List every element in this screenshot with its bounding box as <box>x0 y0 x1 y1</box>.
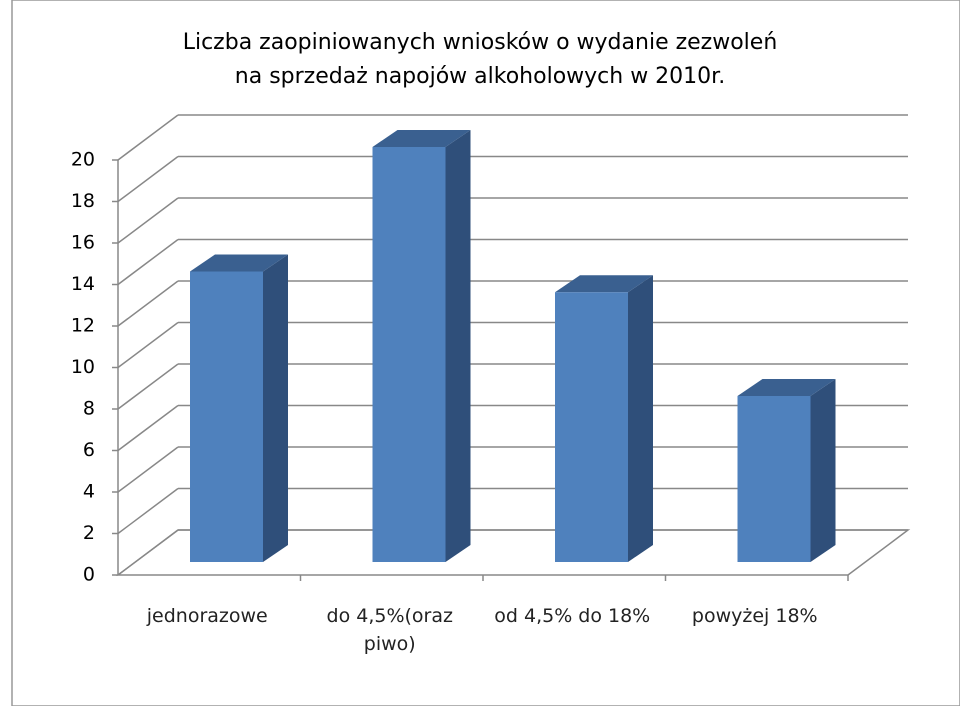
bar-top <box>737 379 836 396</box>
y-tick-label: 10 <box>71 356 95 378</box>
bar <box>372 147 446 562</box>
x-tick-label: jednorazowe <box>146 605 268 627</box>
bar <box>190 271 263 562</box>
x-tick-label: od 4,5% do 18% <box>494 605 651 627</box>
bar-side <box>445 130 471 562</box>
bar-top <box>372 130 471 147</box>
y-tick-label: 2 <box>83 522 95 544</box>
y-tick-label: 12 <box>71 315 95 337</box>
grid-line <box>117 197 179 244</box>
grid-line <box>117 114 179 161</box>
grid-line <box>117 280 179 327</box>
frame <box>11 0 960 706</box>
grid-line <box>117 155 179 203</box>
bar <box>737 396 811 562</box>
grid-line <box>117 446 179 493</box>
grid-line <box>117 487 179 535</box>
y-tick-label: 18 <box>71 190 95 212</box>
y-tick-label: 8 <box>83 398 95 420</box>
y-tick-label: 20 <box>71 149 95 171</box>
y-tick-label: 0 <box>83 564 95 586</box>
grid-line <box>117 363 179 410</box>
bar-side <box>263 254 288 562</box>
grid-line <box>117 404 179 452</box>
grid-line <box>117 529 179 576</box>
x-tick-label: powyżej 18% <box>691 605 818 627</box>
bar <box>555 292 628 562</box>
grid-line <box>117 238 179 286</box>
chart-title: Liczba zaopiniowanych wniosków o wydanie… <box>182 30 778 89</box>
bar-top <box>190 254 288 272</box>
y-tick-label: 16 <box>71 232 95 254</box>
bar-top <box>555 275 653 293</box>
y-tick-label: 4 <box>83 481 95 503</box>
grid-line <box>117 321 179 369</box>
x-tick-label: do 4,5%(oraz piwo) <box>326 605 453 655</box>
y-tick-label: 6 <box>83 439 95 461</box>
y-tick-label: 14 <box>71 273 95 295</box>
bar-side <box>628 275 653 562</box>
bar-side <box>810 379 836 562</box>
